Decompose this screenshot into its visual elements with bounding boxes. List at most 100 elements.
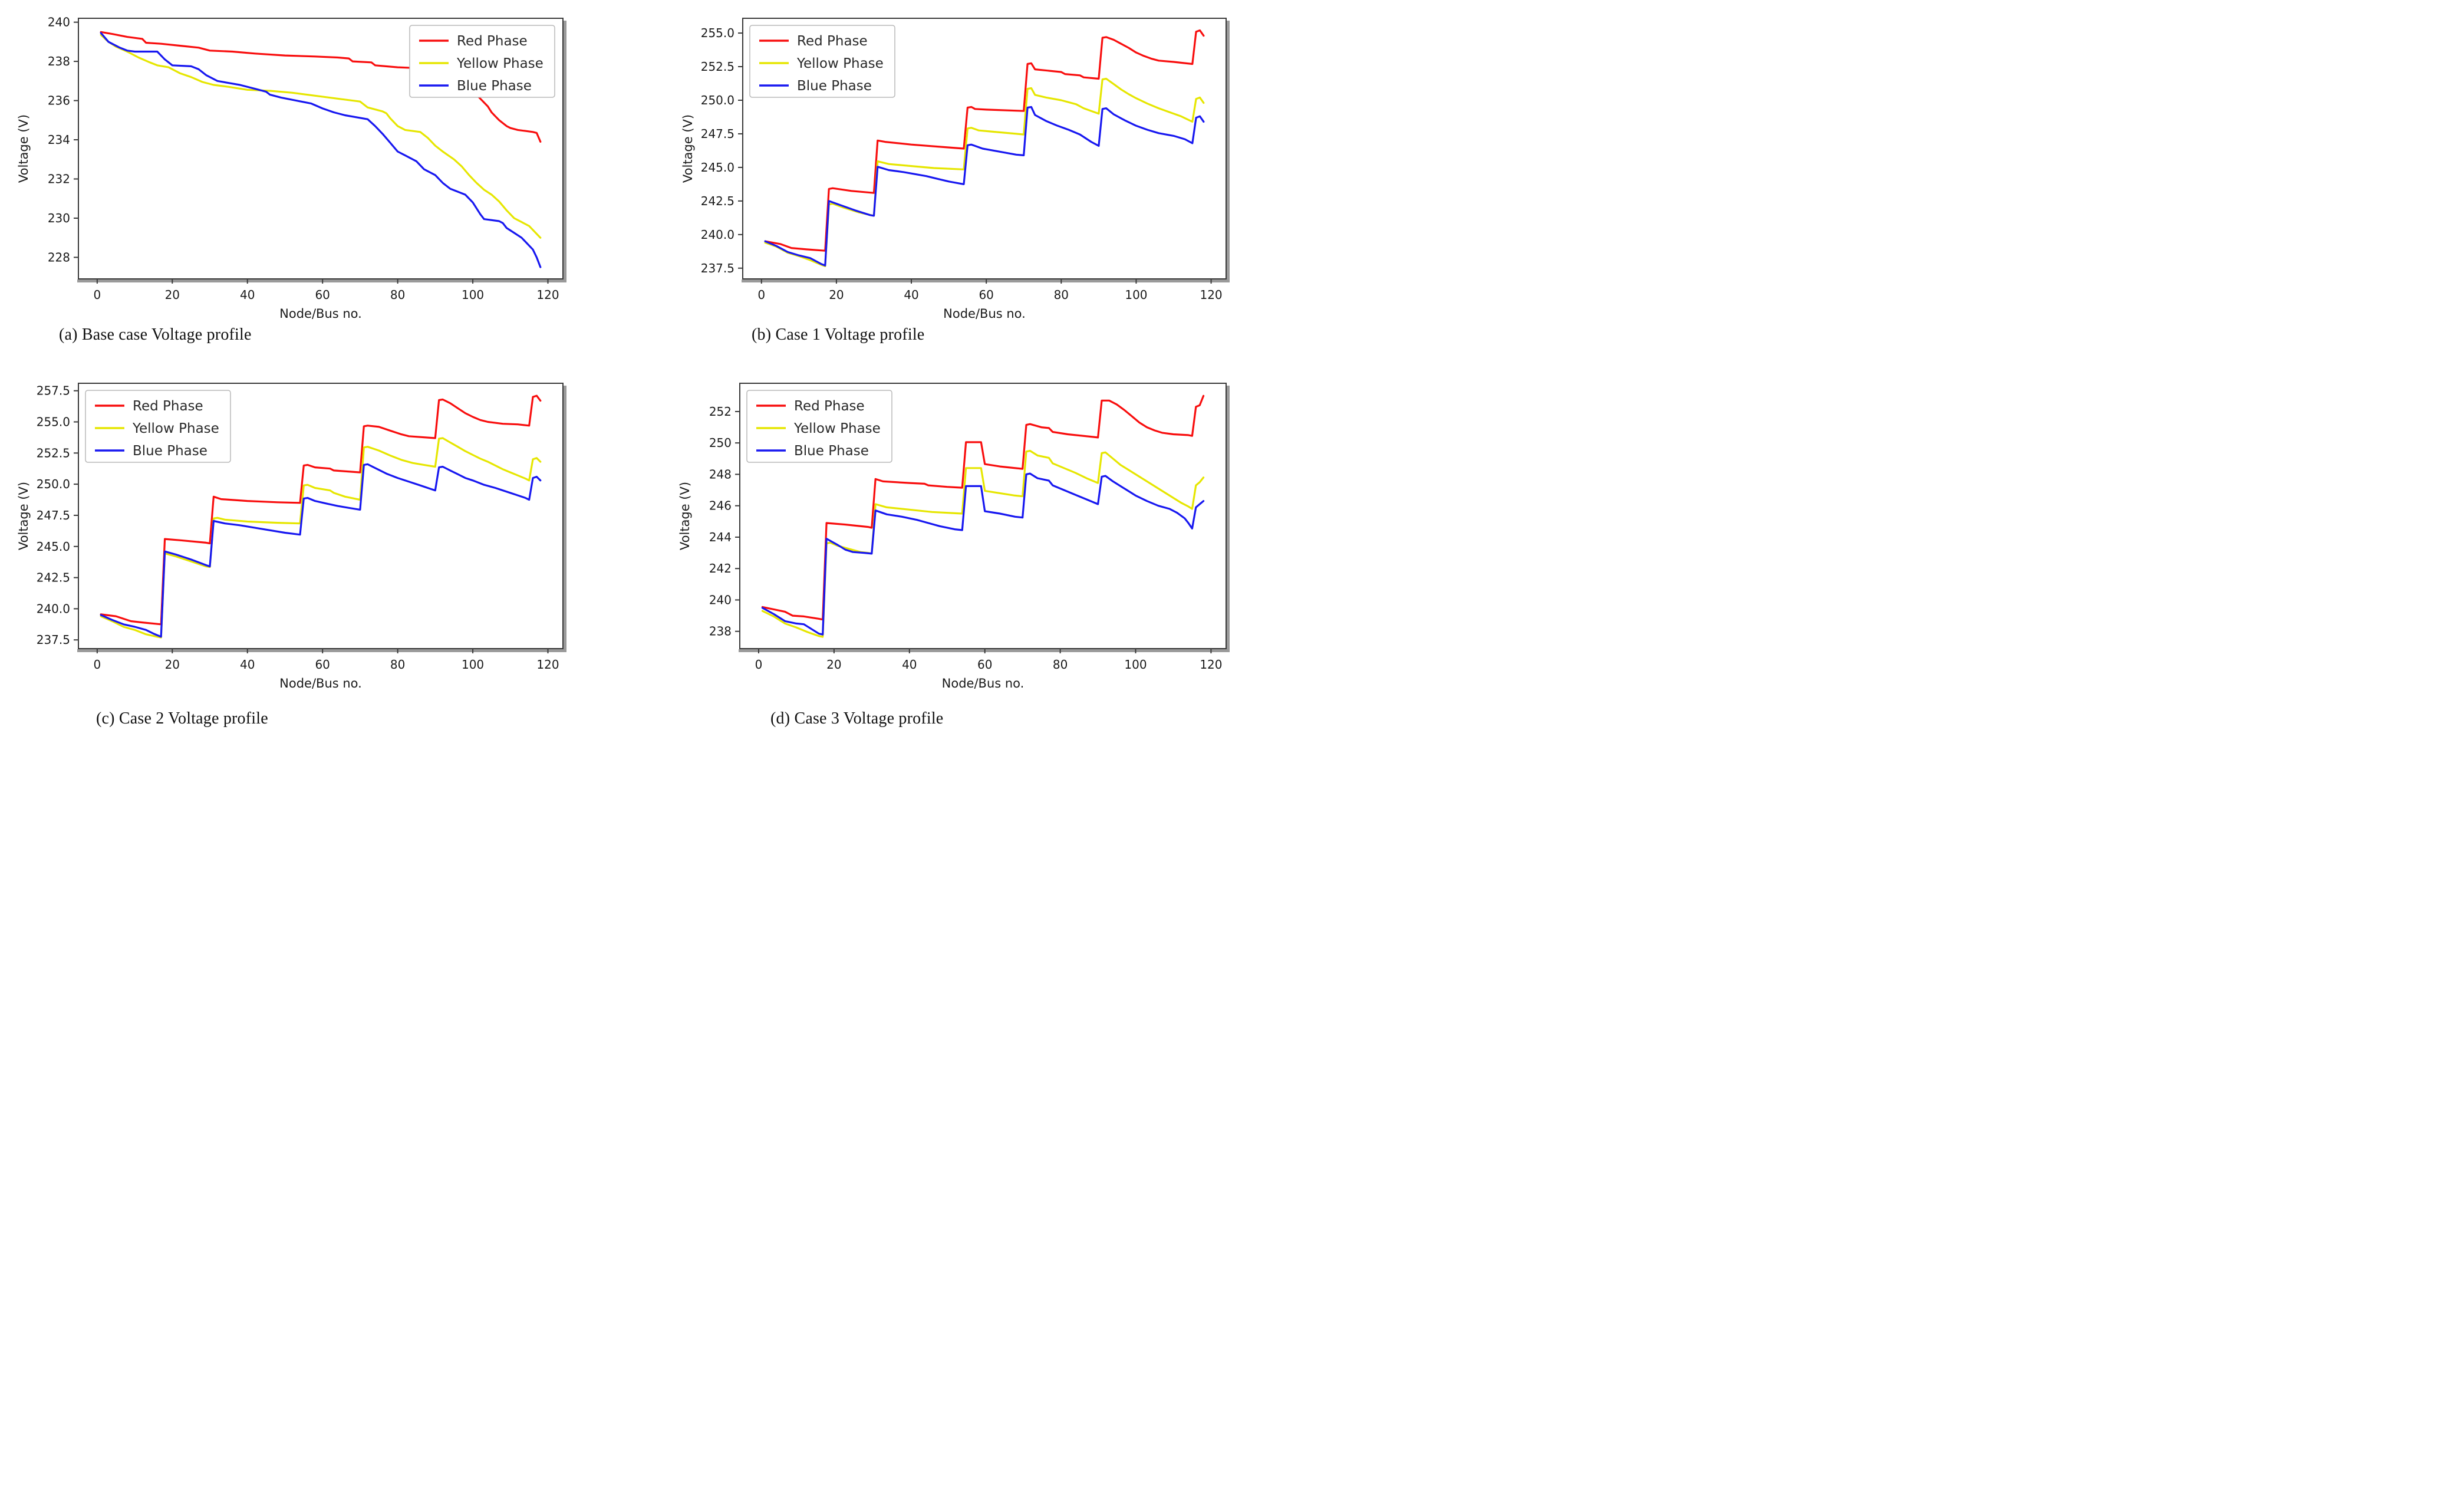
x-tick-label: 60 [315,657,330,672]
y-tick-label: 240 [709,593,732,607]
x-axis-label: Node/Bus no. [943,307,1026,321]
x-tick-label: 100 [1124,657,1147,672]
y-axis-label: Voltage (V) [17,114,31,183]
x-axis-label: Node/Bus no. [942,676,1025,690]
y-tick-label: 252.5 [701,60,734,74]
x-tick-label: 60 [315,288,330,302]
y-tick-label: 248 [709,467,732,481]
y-tick-label: 247.5 [701,127,734,141]
y-tick-label: 246 [709,499,732,513]
blue-phase-line [100,463,542,638]
y-tick-label: 242.5 [37,571,70,585]
y-tick-label: 252 [709,405,732,419]
legend-label-red-phase: Red Phase [457,34,528,49]
blue-phase-line [100,32,542,268]
yellow-phase-line [100,34,542,239]
x-tick-label: 0 [757,288,765,302]
legend-box [85,390,231,463]
x-tick-label: 80 [1054,288,1069,302]
x-tick-label: 80 [390,657,405,672]
y-tick-label: 257.5 [37,384,70,398]
x-tick-label: 60 [979,288,993,302]
voltage-profile-figure: 228 230 232 234 236 238 240 0 20 40 60 80 100 120 Node… [0,0,1232,746]
legend-box [746,390,892,463]
chart-case-1-canvas: 237.5 240.0 242.5 245.0 247.5 250.0 252.5 255.0… [681,18,1230,321]
x-tick-label: 100 [1125,288,1147,302]
panel-base-case: 228 230 232 234 236 238 240 0 20 40 60 80 100 120 Node… [0,0,616,373]
y-tick-label: 255.0 [701,26,734,40]
y-tick-label: 238 [48,54,70,68]
x-tick-label: 20 [829,288,844,302]
yellow-phase-line [764,77,1205,267]
x-tick-label: 100 [462,657,484,672]
y-tick-label: 242 [709,561,732,576]
x-axis-label: Node/Bus no. [279,307,362,321]
y-tick-label: 250.0 [701,93,734,107]
panel-case-2: 237.5 240.0 242.5 245.0 247.5 250.0 252.5 255.0… [0,373,616,746]
red-phase-line [100,394,542,626]
x-tick-label: 120 [536,288,559,302]
y-tick-label: 250.0 [37,477,70,491]
y-tick-label: 232 [48,172,70,186]
x-tick-label: 40 [902,657,917,672]
x-tick-label: 20 [826,657,841,672]
red-phase-line [764,29,1205,252]
legend-label-yellow-phase: Yellow Phase [456,56,543,71]
legend-label-yellow-phase: Yellow Phase [132,421,219,436]
axis-shadow-right [1227,21,1230,282]
legend-box [749,25,895,98]
y-tick-label: 238 [709,624,732,639]
red-phase-line [761,394,1205,621]
legend-label-blue-phase: Blue Phase [133,443,207,459]
legend-box [409,25,555,98]
legend-label-blue-phase: Blue Phase [457,78,532,94]
x-tick-label: 20 [165,657,180,672]
axis-shadow-right [1227,386,1230,652]
x-tick-label: 120 [1200,657,1222,672]
blue-phase-line [764,106,1205,267]
legend-label-blue-phase: Blue Phase [794,443,869,459]
x-tick-label: 80 [390,288,405,302]
y-tick-label: 234 [48,133,70,147]
y-tick-label: 245.0 [37,540,70,554]
axis-shadow-bottom [742,279,1230,282]
y-tick-label: 236 [48,94,70,108]
x-tick-label: 40 [904,288,918,302]
y-tick-label: 230 [48,211,70,225]
y-tick-label: 237.5 [37,633,70,647]
x-tick-label: 0 [93,288,101,302]
x-tick-label: 80 [1053,657,1068,672]
y-tick-label: 240.0 [701,228,734,242]
y-axis-label: Voltage (V) [681,114,695,183]
y-tick-label: 237.5 [701,261,734,275]
x-tick-label: 20 [165,288,180,302]
x-axis-label: Node/Bus no. [279,676,362,690]
caption-case-3: (d) Case 3 Voltage profile [770,709,944,728]
caption-base-case: (a) Base case Voltage profile [59,325,252,344]
y-tick-label: 242.5 [701,194,734,208]
axis-shadow-bottom [77,649,566,652]
yellow-phase-line [100,437,542,639]
chart-case-3-canvas: 238 240 242 244 246 248 250 252 0 20 40 60 80 100 120 N… [678,383,1230,690]
legend-label-red-phase: Red Phase [794,399,865,414]
x-tick-label: 60 [977,657,992,672]
y-tick-label: 252.5 [37,446,70,460]
legend-label-red-phase: Red Phase [133,399,203,414]
legend-label-yellow-phase: Yellow Phase [796,56,884,71]
x-tick-label: 0 [93,657,101,672]
axis-shadow-right [564,386,566,652]
yellow-phase-line [761,449,1205,638]
axis-shadow-bottom [77,279,566,282]
x-tick-label: 100 [462,288,484,302]
x-tick-label: 0 [755,657,763,672]
caption-case-2: (c) Case 2 Voltage profile [96,709,268,728]
axis-shadow-bottom [739,649,1230,652]
y-tick-label: 228 [48,250,70,264]
y-tick-label: 244 [709,530,732,544]
x-tick-label: 120 [536,657,559,672]
y-axis-label: Voltage (V) [678,482,692,550]
legend-label-red-phase: Red Phase [797,34,868,49]
x-tick-label: 120 [1200,288,1222,302]
chart-case-2-canvas: 237.5 240.0 242.5 245.0 247.5 250.0 252.5 255.0… [17,383,566,690]
x-tick-label: 40 [240,657,255,672]
